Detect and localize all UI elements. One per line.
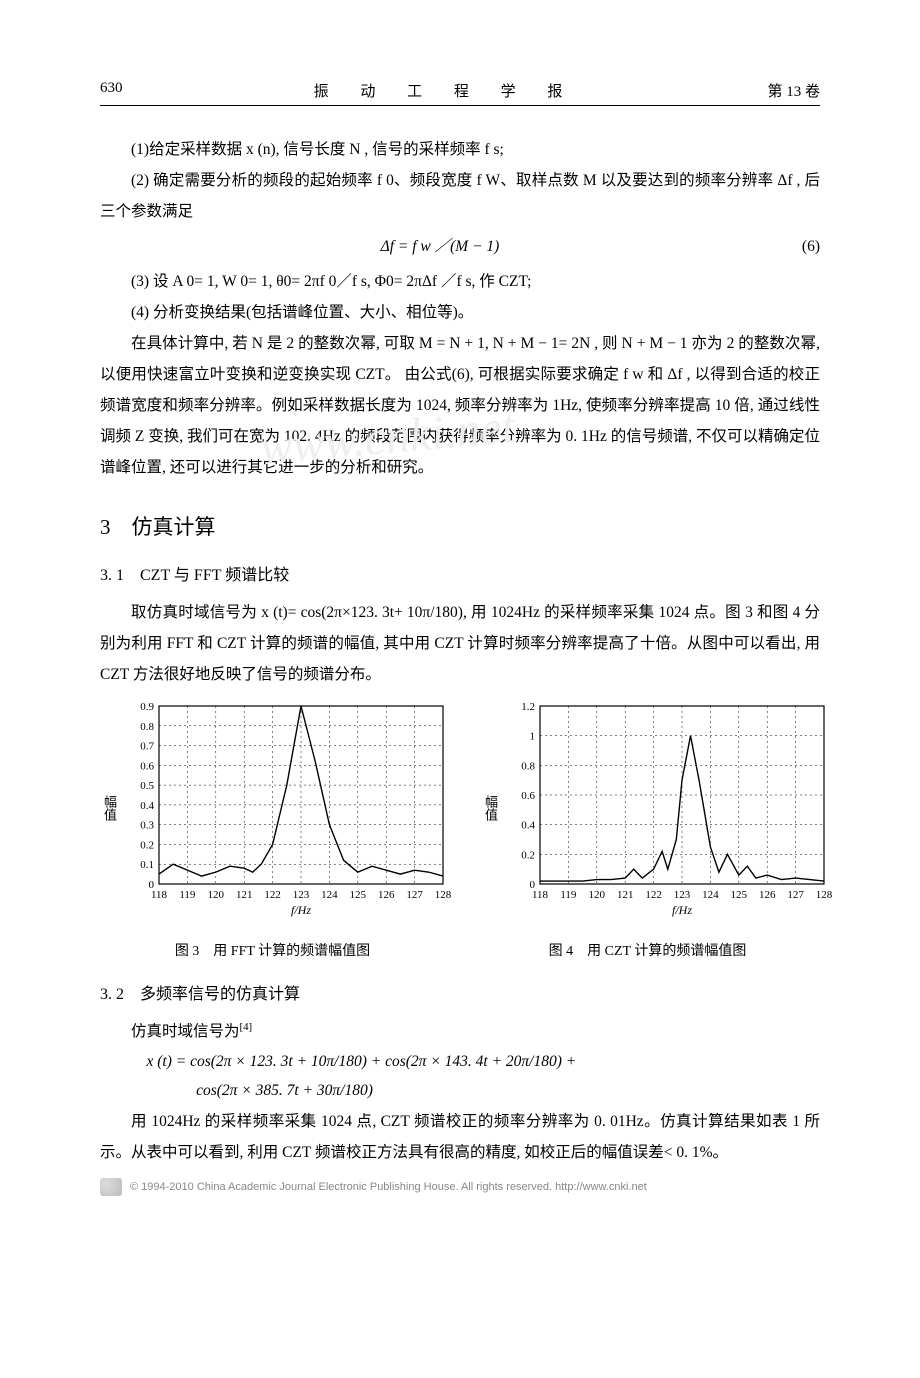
section-3-1-para: 取仿真时域信号为 x (t)= cos(2π×123. 3t+ 10π/180)… (100, 597, 820, 690)
section-3-2-result: 用 1024Hz 的采样频率采集 1024 点, CZT 频谱校正的频率分辨率为… (100, 1106, 820, 1168)
formula-xt-line2: cos(2π × 385. 7t + 30π/180) (196, 1076, 820, 1105)
equation-6-number: (6) (780, 231, 820, 262)
svg-text:128: 128 (435, 889, 451, 901)
charts-row: 幅值 11811912012112212312412512612712800.1… (100, 698, 820, 918)
footer-logo-icon (100, 1178, 122, 1196)
ref-4: [4] (240, 1021, 253, 1033)
svg-text:121: 121 (617, 889, 634, 901)
section-3-2-heading: 3. 2 多频率信号的仿真计算 (100, 980, 820, 1004)
svg-text:0.9: 0.9 (140, 701, 154, 713)
page-footer: © 1994-2010 China Academic Journal Elect… (100, 1178, 820, 1196)
figure-3-wrap: 幅值 11811912012112212312412512612712800.1… (100, 698, 451, 918)
section-3-2-intro-text: 仿真时域信号为 (131, 1023, 240, 1040)
svg-text:0.2: 0.2 (521, 849, 535, 861)
svg-text:0: 0 (530, 879, 536, 891)
svg-text:120: 120 (208, 889, 225, 901)
svg-text:121: 121 (236, 889, 253, 901)
equation-6-row: Δf = f w ／(M − 1) (6) (100, 231, 820, 262)
svg-text:0.8: 0.8 (521, 760, 535, 772)
body-text: (1)给定采样数据 x (n), 信号长度 N , 信号的采样频率 f s; (… (100, 134, 820, 483)
figure-4-chart: 11811912012112212312412512612712800.20.4… (502, 698, 832, 918)
section-3-2-intro: 仿真时域信号为[4] (100, 1016, 820, 1047)
svg-text:124: 124 (321, 889, 338, 901)
svg-text:0: 0 (149, 879, 155, 891)
svg-text:119: 119 (560, 889, 577, 901)
step-3: (3) 设 A 0= 1, W 0= 1, θ0= 2πf 0／f s, Φ0=… (100, 266, 820, 297)
svg-text:124: 124 (702, 889, 719, 901)
svg-text:0.6: 0.6 (140, 760, 154, 772)
svg-text:1: 1 (530, 731, 536, 743)
figure-4-ylabel: 幅值 (481, 795, 500, 821)
step-1: (1)给定采样数据 x (n), 信号长度 N , 信号的采样频率 f s; (100, 134, 820, 165)
figure-3-caption: 图 3 用 FFT 计算的频谱幅值图 (100, 940, 445, 960)
step-4: (4) 分析变换结果(包括谱峰位置、大小、相位等)。 (100, 297, 820, 328)
svg-text:0.8: 0.8 (140, 721, 154, 733)
svg-text:f/Hz: f/Hz (291, 903, 311, 917)
svg-text:0.6: 0.6 (521, 790, 535, 802)
svg-text:126: 126 (378, 889, 395, 901)
svg-text:0.5: 0.5 (140, 780, 154, 792)
svg-text:125: 125 (350, 889, 367, 901)
figure-4-wrap: 幅值 11811912012112212312412512612712800.2… (481, 698, 832, 918)
svg-text:f/Hz: f/Hz (672, 903, 692, 917)
explanation-para: 在具体计算中, 若 N 是 2 的整数次幂, 可取 M = N + 1, N +… (100, 328, 820, 483)
svg-text:0.1: 0.1 (140, 859, 154, 871)
formula-xt-line1: x (t) = cos(2π × 123. 3t + 10π/180) + co… (147, 1047, 821, 1076)
svg-text:123: 123 (674, 889, 691, 901)
svg-text:120: 120 (589, 889, 606, 901)
formula-xt: x (t) = cos(2π × 123. 3t + 10π/180) + co… (147, 1047, 821, 1106)
svg-text:126: 126 (759, 889, 776, 901)
svg-text:123: 123 (293, 889, 310, 901)
svg-text:127: 127 (787, 889, 804, 901)
section-3-1-heading: 3. 1 CZT 与 FFT 频谱比较 (100, 561, 820, 585)
svg-text:125: 125 (731, 889, 748, 901)
figure-3-ylabel: 幅值 (100, 795, 119, 821)
svg-text:0.7: 0.7 (140, 741, 154, 753)
page-number: 630 (100, 80, 123, 101)
captions-row: 图 3 用 FFT 计算的频谱幅值图 图 4 用 CZT 计算的频谱幅值图 (100, 940, 820, 960)
page-header: 630 振 动 工 程 学 报 第 13 卷 (100, 80, 820, 106)
step-2: (2) 确定需要分析的频段的起始频率 f 0、频段宽度 f W、取样点数 M 以… (100, 165, 820, 227)
journal-title: 振 动 工 程 学 报 (314, 80, 577, 101)
section-3-heading: 3 仿真计算 (100, 511, 820, 541)
volume: 第 13 卷 (767, 80, 820, 101)
footer-text: © 1994-2010 China Academic Journal Elect… (130, 1181, 647, 1193)
svg-text:0.4: 0.4 (140, 800, 154, 812)
svg-text:0.4: 0.4 (521, 820, 535, 832)
equation-6: Δf = f w ／(M − 1) (100, 231, 780, 262)
svg-text:122: 122 (264, 889, 281, 901)
svg-text:128: 128 (816, 889, 832, 901)
svg-text:119: 119 (179, 889, 196, 901)
svg-text:1.2: 1.2 (521, 701, 535, 713)
figure-4-caption: 图 4 用 CZT 计算的频谱幅值图 (475, 940, 820, 960)
svg-text:0.2: 0.2 (140, 839, 154, 851)
svg-text:0.3: 0.3 (140, 820, 154, 832)
svg-text:122: 122 (645, 889, 662, 901)
figure-3-chart: 11811912012112212312412512612712800.10.2… (121, 698, 451, 918)
svg-text:127: 127 (406, 889, 423, 901)
